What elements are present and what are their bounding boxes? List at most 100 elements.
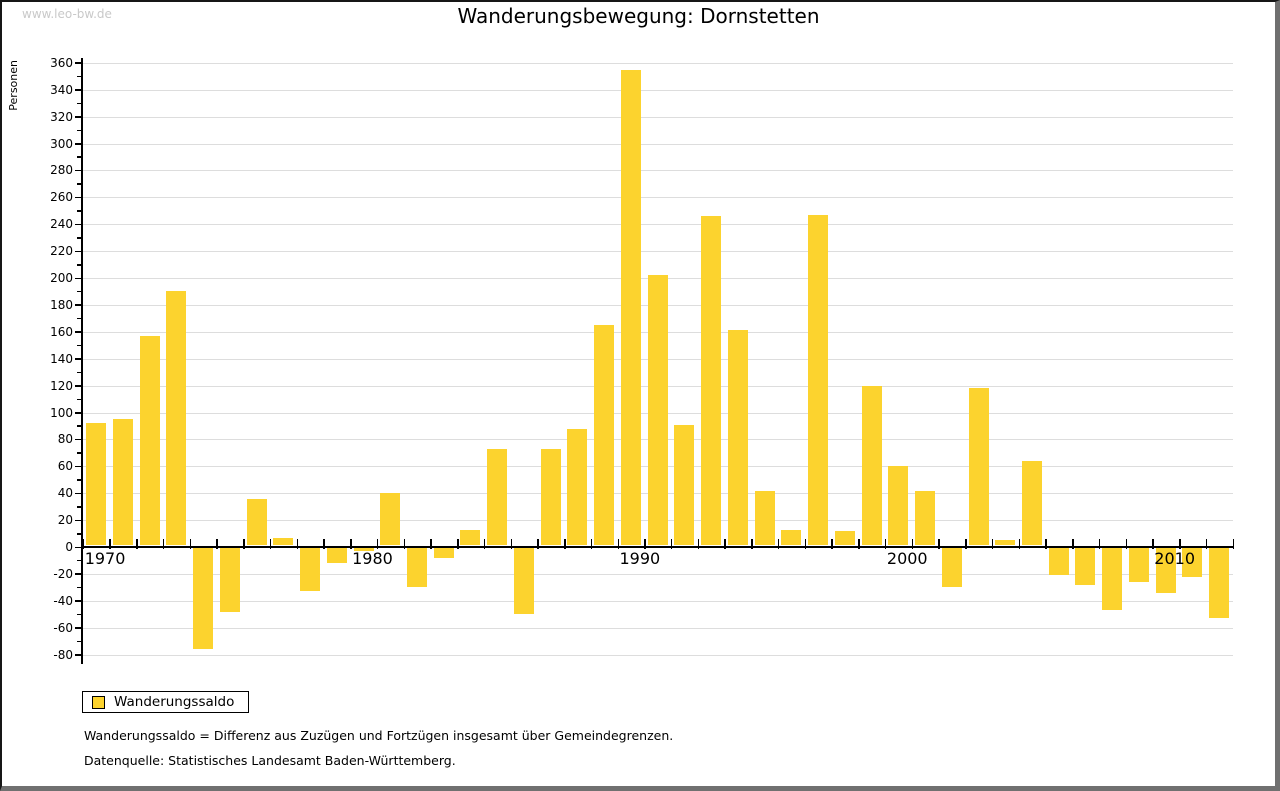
x-tick bbox=[537, 539, 539, 549]
grid-line bbox=[82, 170, 1233, 172]
y-tick-label: 60 bbox=[57, 459, 73, 474]
y-tick bbox=[75, 546, 81, 548]
grid-line bbox=[82, 89, 1233, 91]
bar-1992 bbox=[674, 424, 695, 546]
x-tick bbox=[483, 539, 486, 549]
legend-label: Wanderungssaldo bbox=[114, 694, 235, 710]
y-tick bbox=[77, 613, 81, 616]
y-tick bbox=[75, 116, 81, 118]
y-tick-label: -40 bbox=[53, 593, 73, 608]
bar-1980 bbox=[353, 547, 374, 552]
y-tick-label: 140 bbox=[50, 351, 73, 366]
bar-1994 bbox=[727, 330, 748, 546]
x-tick bbox=[804, 539, 807, 549]
bar-2006 bbox=[1048, 547, 1069, 576]
y-tick-label: 80 bbox=[57, 432, 73, 447]
y-tick bbox=[75, 519, 81, 522]
x-tick bbox=[911, 539, 914, 549]
x-tick bbox=[296, 539, 299, 549]
bar-2001 bbox=[915, 490, 936, 546]
y-tick-label: 0 bbox=[65, 540, 73, 554]
footnote-definition: Wanderungssaldo = Differenz aus Zuzügen … bbox=[84, 728, 674, 743]
x-tick bbox=[938, 539, 940, 549]
y-tick-label: 240 bbox=[50, 217, 73, 232]
bar-1998 bbox=[834, 530, 855, 546]
y-tick bbox=[77, 264, 81, 266]
y-tick bbox=[77, 344, 81, 347]
y-tick-label: -80 bbox=[53, 647, 73, 662]
bar-2008 bbox=[1102, 547, 1123, 611]
x-tick bbox=[510, 539, 513, 549]
grid-line bbox=[82, 116, 1233, 118]
bar-1971 bbox=[112, 419, 133, 546]
y-tick bbox=[77, 479, 81, 481]
grid-line bbox=[82, 627, 1233, 629]
y-tick-label: 160 bbox=[50, 324, 73, 339]
y-tick bbox=[75, 465, 81, 468]
x-tick-label: 1980 bbox=[352, 549, 393, 568]
x-tick bbox=[216, 539, 218, 549]
grid-line bbox=[82, 600, 1233, 602]
x-tick bbox=[376, 539, 379, 549]
bar-2011 bbox=[1182, 547, 1203, 577]
x-tick-label: 2000 bbox=[886, 549, 928, 568]
bar-1978 bbox=[300, 547, 321, 592]
x-tick bbox=[269, 539, 272, 549]
bar-1999 bbox=[861, 385, 882, 546]
legend-swatch bbox=[92, 695, 105, 709]
y-tick bbox=[77, 452, 81, 454]
bar-1977 bbox=[273, 537, 294, 546]
y-tick bbox=[77, 102, 81, 105]
bar-1991 bbox=[647, 275, 668, 546]
y-tick bbox=[75, 600, 81, 602]
x-tick bbox=[1018, 539, 1021, 549]
y-tick bbox=[77, 183, 81, 185]
y-tick bbox=[77, 371, 81, 374]
x-tick bbox=[1232, 539, 1235, 549]
x-tick bbox=[1098, 539, 1101, 549]
y-tick bbox=[75, 143, 81, 145]
bar-2012 bbox=[1209, 547, 1230, 619]
bar-1993 bbox=[701, 216, 722, 546]
bar-2009 bbox=[1128, 547, 1149, 582]
x-tick bbox=[1125, 539, 1128, 549]
y-tick bbox=[75, 304, 81, 306]
bar-1981 bbox=[380, 493, 401, 546]
y-tick-label: 300 bbox=[50, 136, 73, 151]
y-tick bbox=[75, 358, 81, 360]
y-tick bbox=[75, 573, 81, 575]
grid-line bbox=[82, 573, 1233, 575]
y-tick bbox=[75, 492, 81, 495]
x-tick bbox=[991, 539, 994, 549]
x-tick-label: 1970 bbox=[84, 549, 126, 568]
y-tick bbox=[77, 75, 81, 78]
bar-1972 bbox=[139, 335, 160, 546]
grid-line bbox=[82, 62, 1233, 64]
y-axis-line bbox=[81, 58, 83, 664]
y-tick-label: 180 bbox=[50, 297, 73, 312]
y-tick bbox=[77, 156, 81, 158]
y-tick bbox=[77, 317, 81, 320]
bar-1987 bbox=[540, 448, 561, 546]
y-tick-label: 20 bbox=[57, 513, 73, 528]
y-tick bbox=[77, 425, 81, 427]
x-tick bbox=[777, 539, 780, 549]
y-tick bbox=[77, 237, 81, 239]
y-tick bbox=[77, 559, 81, 562]
bar-2005 bbox=[1022, 460, 1042, 546]
bar-2002 bbox=[941, 547, 962, 588]
x-tick bbox=[965, 539, 967, 549]
bar-1985 bbox=[487, 448, 508, 546]
x-tick bbox=[109, 539, 111, 549]
x-tick bbox=[136, 539, 138, 549]
y-tick-label: 100 bbox=[50, 405, 73, 420]
bar-2004 bbox=[995, 540, 1016, 546]
x-tick bbox=[243, 539, 245, 549]
x-axis-line bbox=[82, 545, 1233, 548]
x-tick bbox=[1179, 539, 1181, 549]
bar-2000 bbox=[888, 466, 909, 546]
x-tick bbox=[724, 539, 726, 549]
y-tick-label: -60 bbox=[53, 620, 73, 635]
bar-1986 bbox=[513, 547, 534, 615]
y-tick-label: 360 bbox=[50, 55, 73, 70]
